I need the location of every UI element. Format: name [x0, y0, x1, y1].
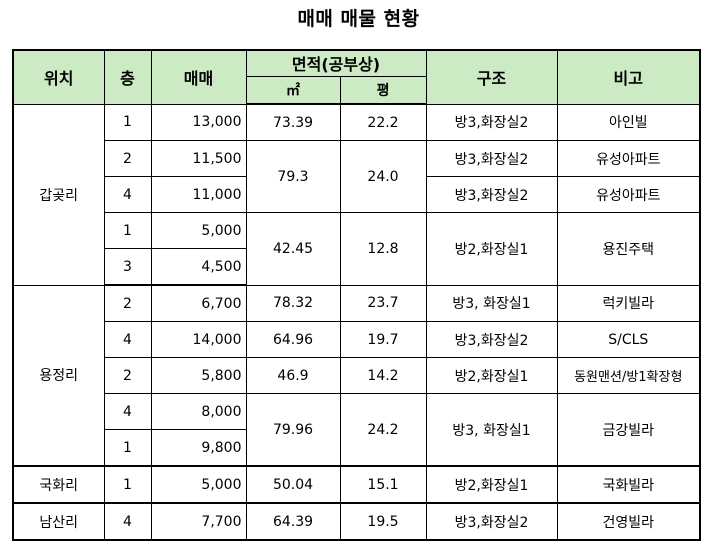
- sqm-cell: 64.96: [245, 321, 341, 358]
- price-cell: 13,000: [150, 103, 247, 141]
- location-cell: 용정리: [12, 284, 105, 467]
- sqm-cell: 46.9: [245, 357, 341, 394]
- price-cell: 11,500: [150, 140, 247, 177]
- note-cell: 유성아파트: [556, 140, 701, 177]
- table-row: 4 14,000 64.96 19.7 방3,화장실2 S/CLS: [13, 321, 701, 358]
- note-cell: 용진주택: [556, 212, 701, 286]
- structure-cell: 방3,화장실2: [425, 321, 558, 358]
- structure-cell: 방2,화장실1: [425, 357, 558, 394]
- price-cell: 4,500: [150, 248, 247, 286]
- price-cell: 8,000: [150, 393, 247, 430]
- table-row: 용정리 2 6,700 78.32 23.7 방3, 화장실1 럭키빌라: [12, 284, 701, 467]
- sqm-cell: 73.39: [245, 103, 341, 141]
- note-cell: 동원맨션/방1확장형: [556, 357, 701, 394]
- price-cell: 11,000: [150, 176, 247, 213]
- floor-cell: 1: [103, 429, 152, 467]
- note-cell: S/CLS: [556, 321, 701, 358]
- location-cell: 갑곶리: [12, 103, 105, 286]
- listings-table: 위치 층 매매 면적(공부상) 구조 비고 ㎡ 평 갑곶리 1 13,000 7…: [12, 49, 702, 541]
- header-note: 비고: [556, 49, 701, 105]
- sqm-cell: 64.39: [245, 502, 341, 541]
- pyeong-cell: 15.1: [339, 465, 427, 504]
- header-price: 매매: [150, 49, 247, 105]
- header-floor: 층: [103, 49, 152, 105]
- table-row: 2 5,800 46.9 14.2 방2,화장실1 동원맨션/방1확장형: [13, 357, 701, 394]
- pyeong-cell: 14.2: [339, 357, 427, 394]
- price-cell: 6,700: [150, 284, 247, 322]
- table-row: 국화리 1 5,000 50.04 15.1 방2,화장실1 국화빌라: [12, 465, 701, 504]
- structure-cell: 방3, 화장실1: [425, 393, 558, 467]
- floor-cell: 4: [103, 393, 152, 430]
- pyeong-cell: 19.5: [339, 502, 427, 541]
- floor-cell: 2: [103, 357, 152, 394]
- structure-cell: 방3,화장실2: [425, 103, 558, 141]
- table-row: 3 4,500: [13, 248, 700, 286]
- price-cell: 5,000: [150, 212, 247, 249]
- pyeong-cell: 22.2: [339, 103, 427, 141]
- note-cell: 아인빌: [556, 103, 701, 141]
- note-cell: 금강빌라: [556, 393, 701, 467]
- floor-cell: 2: [103, 284, 152, 322]
- location-cell: 남산리: [12, 502, 105, 541]
- table-row: 1 5,000 42.45 12.8 방2,화장실1 용진주택: [13, 212, 701, 286]
- note-cell: 럭키빌라: [556, 284, 701, 322]
- floor-cell: 3: [103, 248, 152, 286]
- note-cell: 유성아파트: [556, 176, 701, 213]
- price-cell: 5,800: [150, 357, 247, 394]
- floor-cell: 4: [103, 176, 152, 213]
- price-cell: 5,000: [150, 465, 247, 504]
- pyeong-cell: 24.0: [339, 140, 427, 213]
- floor-cell: 1: [103, 103, 152, 141]
- pyeong-cell: 12.8: [339, 212, 427, 286]
- structure-cell: 방3, 화장실1: [425, 284, 558, 322]
- structure-cell: 방3,화장실2: [425, 176, 558, 213]
- table-row: 남산리 4 7,700 64.39 19.5 방3,화장실2 건영빌라: [12, 502, 701, 541]
- structure-cell: 방2,화장실1: [425, 465, 558, 504]
- pyeong-cell: 23.7: [339, 284, 427, 322]
- table-row: 갑곶리 1 13,000 73.39 22.2 방3,화장실2 아인빌: [12, 103, 701, 286]
- note-cell: 국화빌라: [556, 465, 701, 504]
- table-row: 2 11,500 79.3 24.0 방3,화장실2 유성아파트: [13, 140, 701, 213]
- header-pyeong: 평: [339, 75, 427, 105]
- header-area: 면적(공부상): [245, 49, 427, 77]
- structure-cell: 방3,화장실2: [425, 140, 558, 177]
- header-structure: 구조: [425, 49, 558, 105]
- price-cell: 9,800: [150, 429, 247, 467]
- table-row: 4 11,000 방3,화장실2 유성아파트: [13, 176, 701, 213]
- structure-cell: 방3,화장실2: [425, 502, 558, 541]
- floor-cell: 2: [103, 140, 152, 177]
- floor-cell: 4: [103, 321, 152, 358]
- table-row: 1 9,800: [13, 429, 700, 467]
- structure-cell: 방2,화장실1: [425, 212, 558, 286]
- sqm-cell: 50.04: [245, 465, 341, 504]
- document-title: 매매 매물 현황: [297, 8, 420, 30]
- price-cell: 7,700: [150, 502, 247, 541]
- sqm-cell: 79.96: [245, 393, 341, 467]
- sqm-cell: 79.3: [245, 140, 341, 213]
- floor-cell: 1: [103, 212, 152, 249]
- floor-cell: 1: [103, 465, 152, 504]
- price-cell: 14,000: [150, 321, 247, 358]
- sqm-cell: 78.32: [245, 284, 341, 322]
- sqm-cell: 42.45: [245, 212, 341, 286]
- header-location: 위치: [12, 49, 105, 105]
- location-cell: 국화리: [12, 465, 105, 504]
- table-row: 4 8,000 79.96 24.2 방3, 화장실1 금강빌라: [13, 393, 701, 467]
- header-sqm: ㎡: [245, 75, 341, 105]
- floor-cell: 4: [103, 502, 152, 541]
- pyeong-cell: 24.2: [339, 393, 427, 467]
- note-cell: 건영빌라: [556, 502, 701, 541]
- pyeong-cell: 19.7: [339, 321, 427, 358]
